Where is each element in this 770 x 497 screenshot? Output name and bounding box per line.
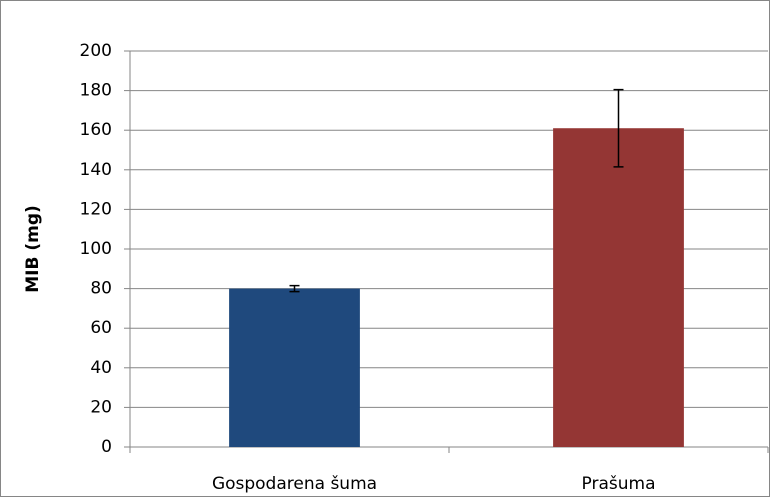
y-tick-label: 100 — [80, 239, 112, 259]
y-tick-label: 20 — [90, 397, 112, 417]
y-tick-label: 40 — [90, 358, 112, 378]
bar — [229, 288, 360, 447]
y-tick-label: 180 — [80, 81, 112, 101]
error-bar — [613, 88, 624, 168]
y-tick-label: 80 — [90, 279, 112, 299]
error-bar — [289, 284, 300, 293]
y-tick-label: 140 — [80, 160, 112, 180]
x-tick-label: Gospodarena šuma — [212, 474, 377, 494]
y-tick-label: 200 — [80, 41, 112, 61]
y-tick-label: 120 — [80, 199, 112, 219]
y-axis-label: MIB (mg) — [23, 205, 43, 293]
y-tick-label: 60 — [90, 318, 112, 338]
y-tick-label: 0 — [101, 437, 112, 457]
y-tick-label: 160 — [80, 120, 112, 140]
bar — [553, 128, 684, 447]
x-tick-label: Prašuma — [582, 474, 656, 494]
